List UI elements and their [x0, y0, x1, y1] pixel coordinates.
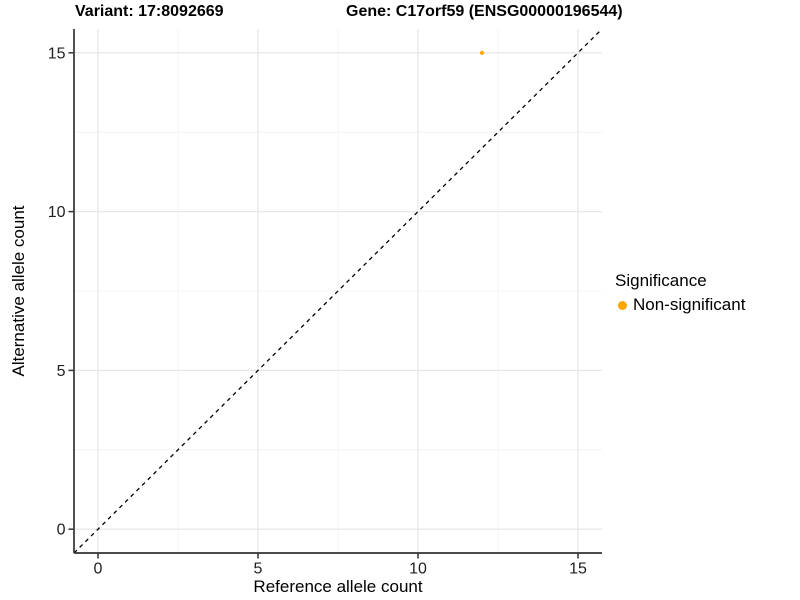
legend: Significance Non-significant	[615, 271, 745, 315]
x-tick-label: 0	[94, 561, 103, 578]
y-tick-label: 10	[48, 204, 66, 221]
y-tick-label: 5	[57, 363, 66, 380]
plot-title-gene: Gene: C17orf59 (ENSG00000196544)	[346, 3, 623, 20]
x-tick-label: 10	[409, 561, 427, 578]
legend-item-label: Non-significant	[633, 295, 746, 314]
identity-dashed-line	[73, 28, 603, 554]
legend-point-icon	[618, 300, 627, 310]
y-axis-label: Alternative allele count	[9, 205, 28, 377]
legend-item: Non-significant	[615, 295, 745, 315]
plot-title-variant: Variant: 17:8092669	[75, 3, 224, 20]
data-point	[479, 50, 485, 55]
y-tick-label: 0	[57, 522, 66, 539]
x-tick-label: 5	[254, 561, 263, 578]
x-axis-label: Reference allele count	[253, 577, 423, 596]
x-tick-label: 15	[569, 561, 587, 578]
y-tick-label: 15	[48, 45, 66, 62]
legend-items: Non-significant	[615, 295, 745, 315]
legend-title: Significance	[615, 271, 707, 290]
